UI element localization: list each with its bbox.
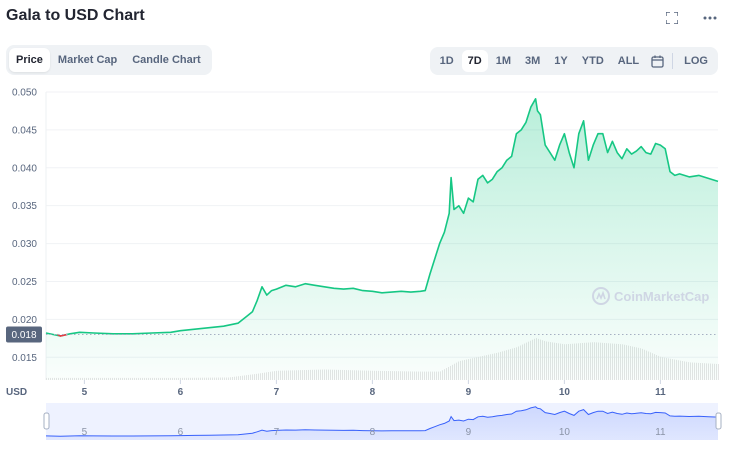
range-all[interactable]: ALL xyxy=(617,55,640,67)
x-tick-label: 9 xyxy=(466,387,472,398)
y-tick-label: 0.040 xyxy=(12,163,37,174)
navigator-tick-label: 6 xyxy=(178,427,184,438)
open-price-label: 0.018 xyxy=(11,330,36,341)
x-tick-label: 7 xyxy=(274,387,280,398)
tab-candle-chart[interactable]: Candle Chart xyxy=(132,54,201,66)
navigator-tick-label: 5 xyxy=(82,427,88,438)
range-3m[interactable]: 3M xyxy=(525,55,541,67)
range-navigator[interactable]: 5 6 7 8 9 10 11 xyxy=(43,403,722,440)
y-tick-label: 0.015 xyxy=(12,353,37,364)
tab-price[interactable]: Price xyxy=(9,48,50,72)
x-tick-label: 11 xyxy=(655,387,666,398)
x-tick-label: 10 xyxy=(559,387,571,398)
navigator-handle-left[interactable] xyxy=(43,412,50,430)
chart-title: Gala to USD Chart xyxy=(6,7,145,24)
range-7d[interactable]: 7D xyxy=(461,50,488,72)
range-1d[interactable]: 1D xyxy=(439,55,454,67)
navigator-tick-label: 7 xyxy=(274,427,280,438)
range-ytd[interactable]: YTD xyxy=(581,55,604,67)
y-tick-label: 0.045 xyxy=(12,125,37,136)
price-area xyxy=(45,98,719,381)
price-area-fill xyxy=(46,98,718,381)
navigator-tick-label: 10 xyxy=(559,427,571,438)
volume-bar xyxy=(718,364,719,380)
time-range-selector: 1D 7D 1M 3M 1Y YTD ALL LOG xyxy=(429,47,718,75)
currency-label: USD xyxy=(6,387,27,398)
navigator-area xyxy=(46,406,718,440)
y-tick-label: 0.030 xyxy=(12,239,37,250)
more-horizontal-icon[interactable] xyxy=(702,10,718,26)
coinmarketcap-logo-mark xyxy=(596,290,606,300)
open-price-badge xyxy=(6,326,42,343)
navigator-tick-label: 8 xyxy=(370,427,376,438)
x-tick-label: 6 xyxy=(178,387,184,398)
coinmarketcap-logo-icon xyxy=(592,287,610,305)
open-price-line: 0.018 xyxy=(6,326,718,343)
y-tick-label: 0.035 xyxy=(12,201,37,212)
navigator-line xyxy=(45,406,719,437)
calendar-icon[interactable] xyxy=(646,51,668,71)
range-1m[interactable]: 1M xyxy=(495,55,512,67)
y-tick-label: 0.025 xyxy=(12,277,37,288)
navigator-tick-label: 9 xyxy=(466,427,472,438)
range-divider xyxy=(672,53,674,69)
coinmarketcap-watermark: CoinMarketCap xyxy=(592,287,709,305)
header-actions xyxy=(664,10,718,26)
x-tick-label: 5 xyxy=(82,387,88,398)
tab-market-cap[interactable]: Market Cap xyxy=(57,54,118,66)
chart-type-tabs: Price Market Cap Candle Chart xyxy=(6,45,212,75)
navigator-tick-label: 11 xyxy=(655,427,666,438)
x-tick-label: 8 xyxy=(370,387,376,398)
navigator-handle-right[interactable] xyxy=(715,412,722,430)
y-tick-label: 0.020 xyxy=(12,315,37,326)
log-toggle[interactable]: LOG xyxy=(684,55,708,67)
y-tick-label: 0.050 xyxy=(12,88,37,99)
x-axis: USD 5 6 7 8 9 10 11 xyxy=(6,380,666,398)
range-1y[interactable]: 1Y xyxy=(554,55,568,67)
watermark-text: CoinMarketCap xyxy=(614,289,709,304)
price-line xyxy=(45,98,719,337)
y-axis: 0.050 0.045 0.040 0.035 0.030 0.025 0.020 0.015 xyxy=(12,88,37,364)
